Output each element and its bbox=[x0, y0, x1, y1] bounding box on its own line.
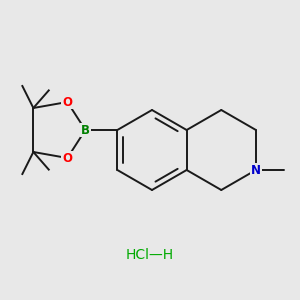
Text: N: N bbox=[251, 164, 261, 176]
Text: O: O bbox=[62, 152, 72, 164]
Text: B: B bbox=[81, 124, 90, 136]
Text: HCl—H: HCl—H bbox=[126, 248, 174, 262]
Text: O: O bbox=[62, 95, 72, 109]
